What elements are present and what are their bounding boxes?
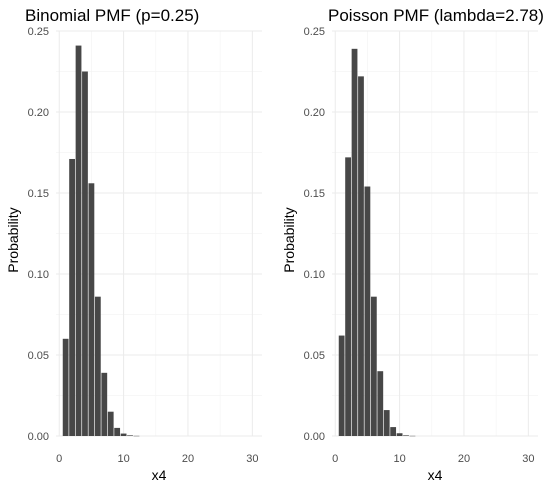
binomial-bars	[62, 45, 140, 437]
binomial-bar	[101, 372, 108, 436]
binomial-panel: Binomial PMF (p=0.25) Probability x4 0.0…	[5, 6, 262, 483]
poisson-y-tick-label: 0.25	[304, 26, 325, 38]
poisson-y-tick-label: 0.20	[304, 107, 325, 119]
poisson-bar	[338, 335, 345, 436]
poisson-x-tick-label: 20	[458, 453, 470, 465]
binomial-bar	[82, 71, 88, 436]
binomial-bar	[62, 338, 69, 436]
poisson-y-tick-label: 0.15	[304, 188, 325, 200]
poisson-x-tick-label: 10	[393, 453, 405, 465]
poisson-bar	[396, 433, 403, 436]
poisson-y-ticks: 0.00 0.05 0.10 0.15 0.20 0.25	[304, 26, 325, 443]
binomial-y-tick-label: 0.05	[28, 350, 49, 362]
poisson-bar	[370, 296, 377, 436]
binomial-bar	[107, 411, 114, 436]
binomial-x-axis-label: x4	[152, 467, 167, 483]
poisson-y-tick-label: 0.00	[304, 431, 325, 443]
poisson-bars	[338, 48, 416, 437]
poisson-y-tick-label: 0.05	[304, 350, 325, 362]
binomial-bar	[120, 433, 127, 436]
poisson-bar	[390, 427, 397, 436]
poisson-bar	[377, 371, 384, 436]
binomial-y-tick-label: 0.15	[28, 188, 49, 200]
poisson-y-tick-label: 0.10	[304, 269, 325, 281]
binomial-x-ticks: 0 10 20 30	[56, 453, 258, 465]
binomial-x-tick-label: 30	[246, 453, 258, 465]
binomial-bar	[114, 427, 121, 436]
binomial-title: Binomial PMF (p=0.25)	[25, 6, 199, 25]
binomial-y-ticks: 0.00 0.05 0.10 0.15 0.20 0.25	[28, 26, 49, 443]
binomial-x-tick-label: 0	[56, 453, 62, 465]
binomial-y-tick-label: 0.10	[28, 269, 49, 281]
poisson-panel: Poisson PMF (lambda=2.78) Probability x4…	[281, 6, 544, 483]
poisson-x-axis-label: x4	[428, 467, 443, 483]
poisson-bar	[345, 157, 351, 437]
poisson-x-tick-label: 0	[332, 453, 338, 465]
poisson-bar	[383, 410, 390, 436]
poisson-bar	[358, 76, 364, 437]
binomial-bar	[75, 45, 82, 436]
binomial-bar	[69, 158, 75, 437]
poisson-x-tick-label: 30	[522, 453, 534, 465]
binomial-x-tick-label: 10	[117, 453, 129, 465]
binomial-bar	[127, 435, 133, 436]
binomial-bar	[88, 183, 95, 436]
poisson-bar	[364, 186, 371, 436]
binomial-y-tick-label: 0.00	[28, 431, 49, 443]
binomial-bar	[94, 296, 101, 436]
poisson-y-axis-label: Probability	[281, 207, 297, 272]
binomial-x-tick-label: 20	[182, 453, 194, 465]
binomial-y-axis-label: Probability	[5, 207, 21, 272]
poisson-title: Poisson PMF (lambda=2.78)	[328, 6, 544, 25]
binomial-y-tick-label: 0.25	[28, 26, 49, 38]
poisson-x-ticks: 0 10 20 30	[332, 453, 534, 465]
binomial-y-tick-label: 0.20	[28, 107, 49, 119]
poisson-bar	[403, 435, 409, 436]
poisson-bar	[351, 48, 358, 436]
